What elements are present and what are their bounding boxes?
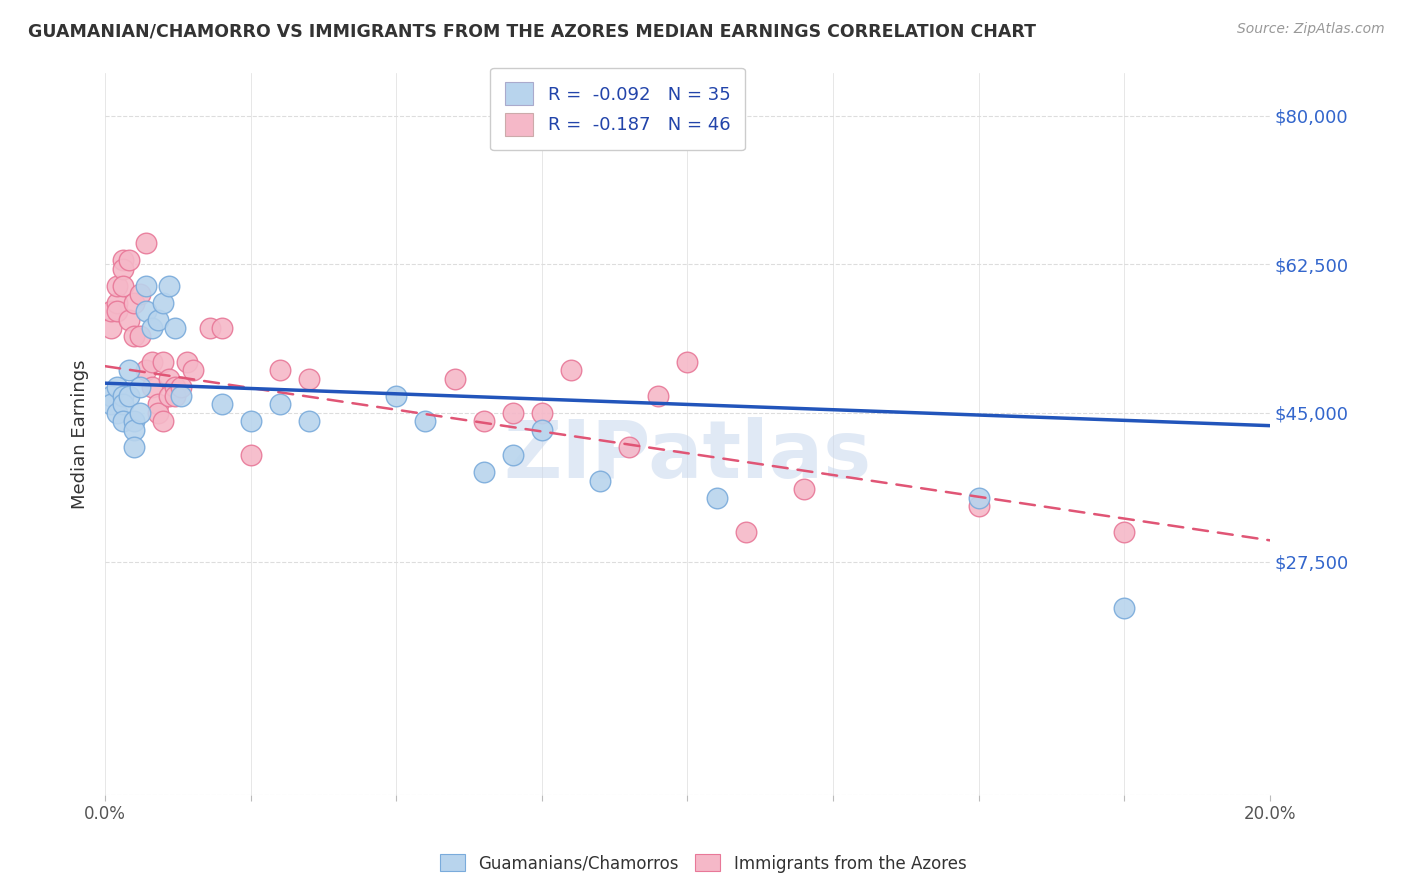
Point	[793, 483, 815, 497]
Point	[967, 491, 990, 505]
Point	[111, 414, 134, 428]
Point	[111, 397, 134, 411]
Point	[129, 329, 152, 343]
Point	[706, 491, 728, 505]
Point	[124, 414, 146, 428]
Point	[269, 397, 291, 411]
Point	[129, 406, 152, 420]
Point	[415, 414, 437, 428]
Point	[647, 389, 669, 403]
Point	[124, 423, 146, 437]
Point	[170, 389, 193, 403]
Point	[967, 500, 990, 514]
Point	[176, 355, 198, 369]
Point	[589, 474, 612, 488]
Point	[1114, 601, 1136, 615]
Point	[146, 397, 169, 411]
Point	[135, 236, 157, 251]
Point	[105, 278, 128, 293]
Point	[530, 423, 553, 437]
Point	[100, 397, 122, 411]
Point	[117, 312, 139, 326]
Point	[472, 414, 495, 428]
Text: Source: ZipAtlas.com: Source: ZipAtlas.com	[1237, 22, 1385, 37]
Point	[141, 321, 163, 335]
Point	[530, 406, 553, 420]
Point	[100, 304, 122, 318]
Point	[141, 355, 163, 369]
Point	[157, 278, 180, 293]
Point	[117, 363, 139, 377]
Point	[124, 440, 146, 454]
Point	[105, 380, 128, 394]
Point	[560, 363, 582, 377]
Point	[141, 380, 163, 394]
Point	[472, 466, 495, 480]
Point	[124, 329, 146, 343]
Point	[734, 524, 756, 539]
Point	[298, 372, 321, 386]
Point	[165, 380, 187, 394]
Point	[165, 389, 187, 403]
Point	[157, 372, 180, 386]
Point	[269, 363, 291, 377]
Point	[502, 449, 524, 463]
Point	[129, 287, 152, 301]
Point	[165, 321, 187, 335]
Point	[152, 414, 174, 428]
Point	[117, 389, 139, 403]
Legend: Guamanians/Chamorros, Immigrants from the Azores: Guamanians/Chamorros, Immigrants from th…	[433, 847, 973, 880]
Point	[111, 253, 134, 268]
Point	[676, 355, 699, 369]
Point	[152, 355, 174, 369]
Point	[239, 414, 262, 428]
Point	[105, 406, 128, 420]
Point	[146, 406, 169, 420]
Point	[105, 295, 128, 310]
Point	[146, 312, 169, 326]
Point	[124, 295, 146, 310]
Point	[211, 397, 233, 411]
Point	[619, 440, 641, 454]
Point	[135, 363, 157, 377]
Point	[1114, 524, 1136, 539]
Point	[239, 449, 262, 463]
Point	[100, 321, 122, 335]
Point	[211, 321, 233, 335]
Point	[117, 253, 139, 268]
Point	[111, 278, 134, 293]
Point	[152, 295, 174, 310]
Point	[443, 372, 465, 386]
Point	[170, 380, 193, 394]
Point	[502, 406, 524, 420]
Point	[198, 321, 221, 335]
Text: ZIPatlas: ZIPatlas	[503, 417, 872, 495]
Legend: R =  -0.092   N = 35, R =  -0.187   N = 46: R = -0.092 N = 35, R = -0.187 N = 46	[491, 68, 745, 151]
Point	[385, 389, 408, 403]
Y-axis label: Median Earnings: Median Earnings	[72, 359, 89, 509]
Point	[135, 304, 157, 318]
Point	[298, 414, 321, 428]
Point	[129, 380, 152, 394]
Point	[111, 389, 134, 403]
Point	[135, 278, 157, 293]
Point	[100, 389, 122, 403]
Text: GUAMANIAN/CHAMORRO VS IMMIGRANTS FROM THE AZORES MEDIAN EARNINGS CORRELATION CHA: GUAMANIAN/CHAMORRO VS IMMIGRANTS FROM TH…	[28, 22, 1036, 40]
Point	[157, 389, 180, 403]
Point	[181, 363, 204, 377]
Point	[105, 304, 128, 318]
Point	[111, 261, 134, 276]
